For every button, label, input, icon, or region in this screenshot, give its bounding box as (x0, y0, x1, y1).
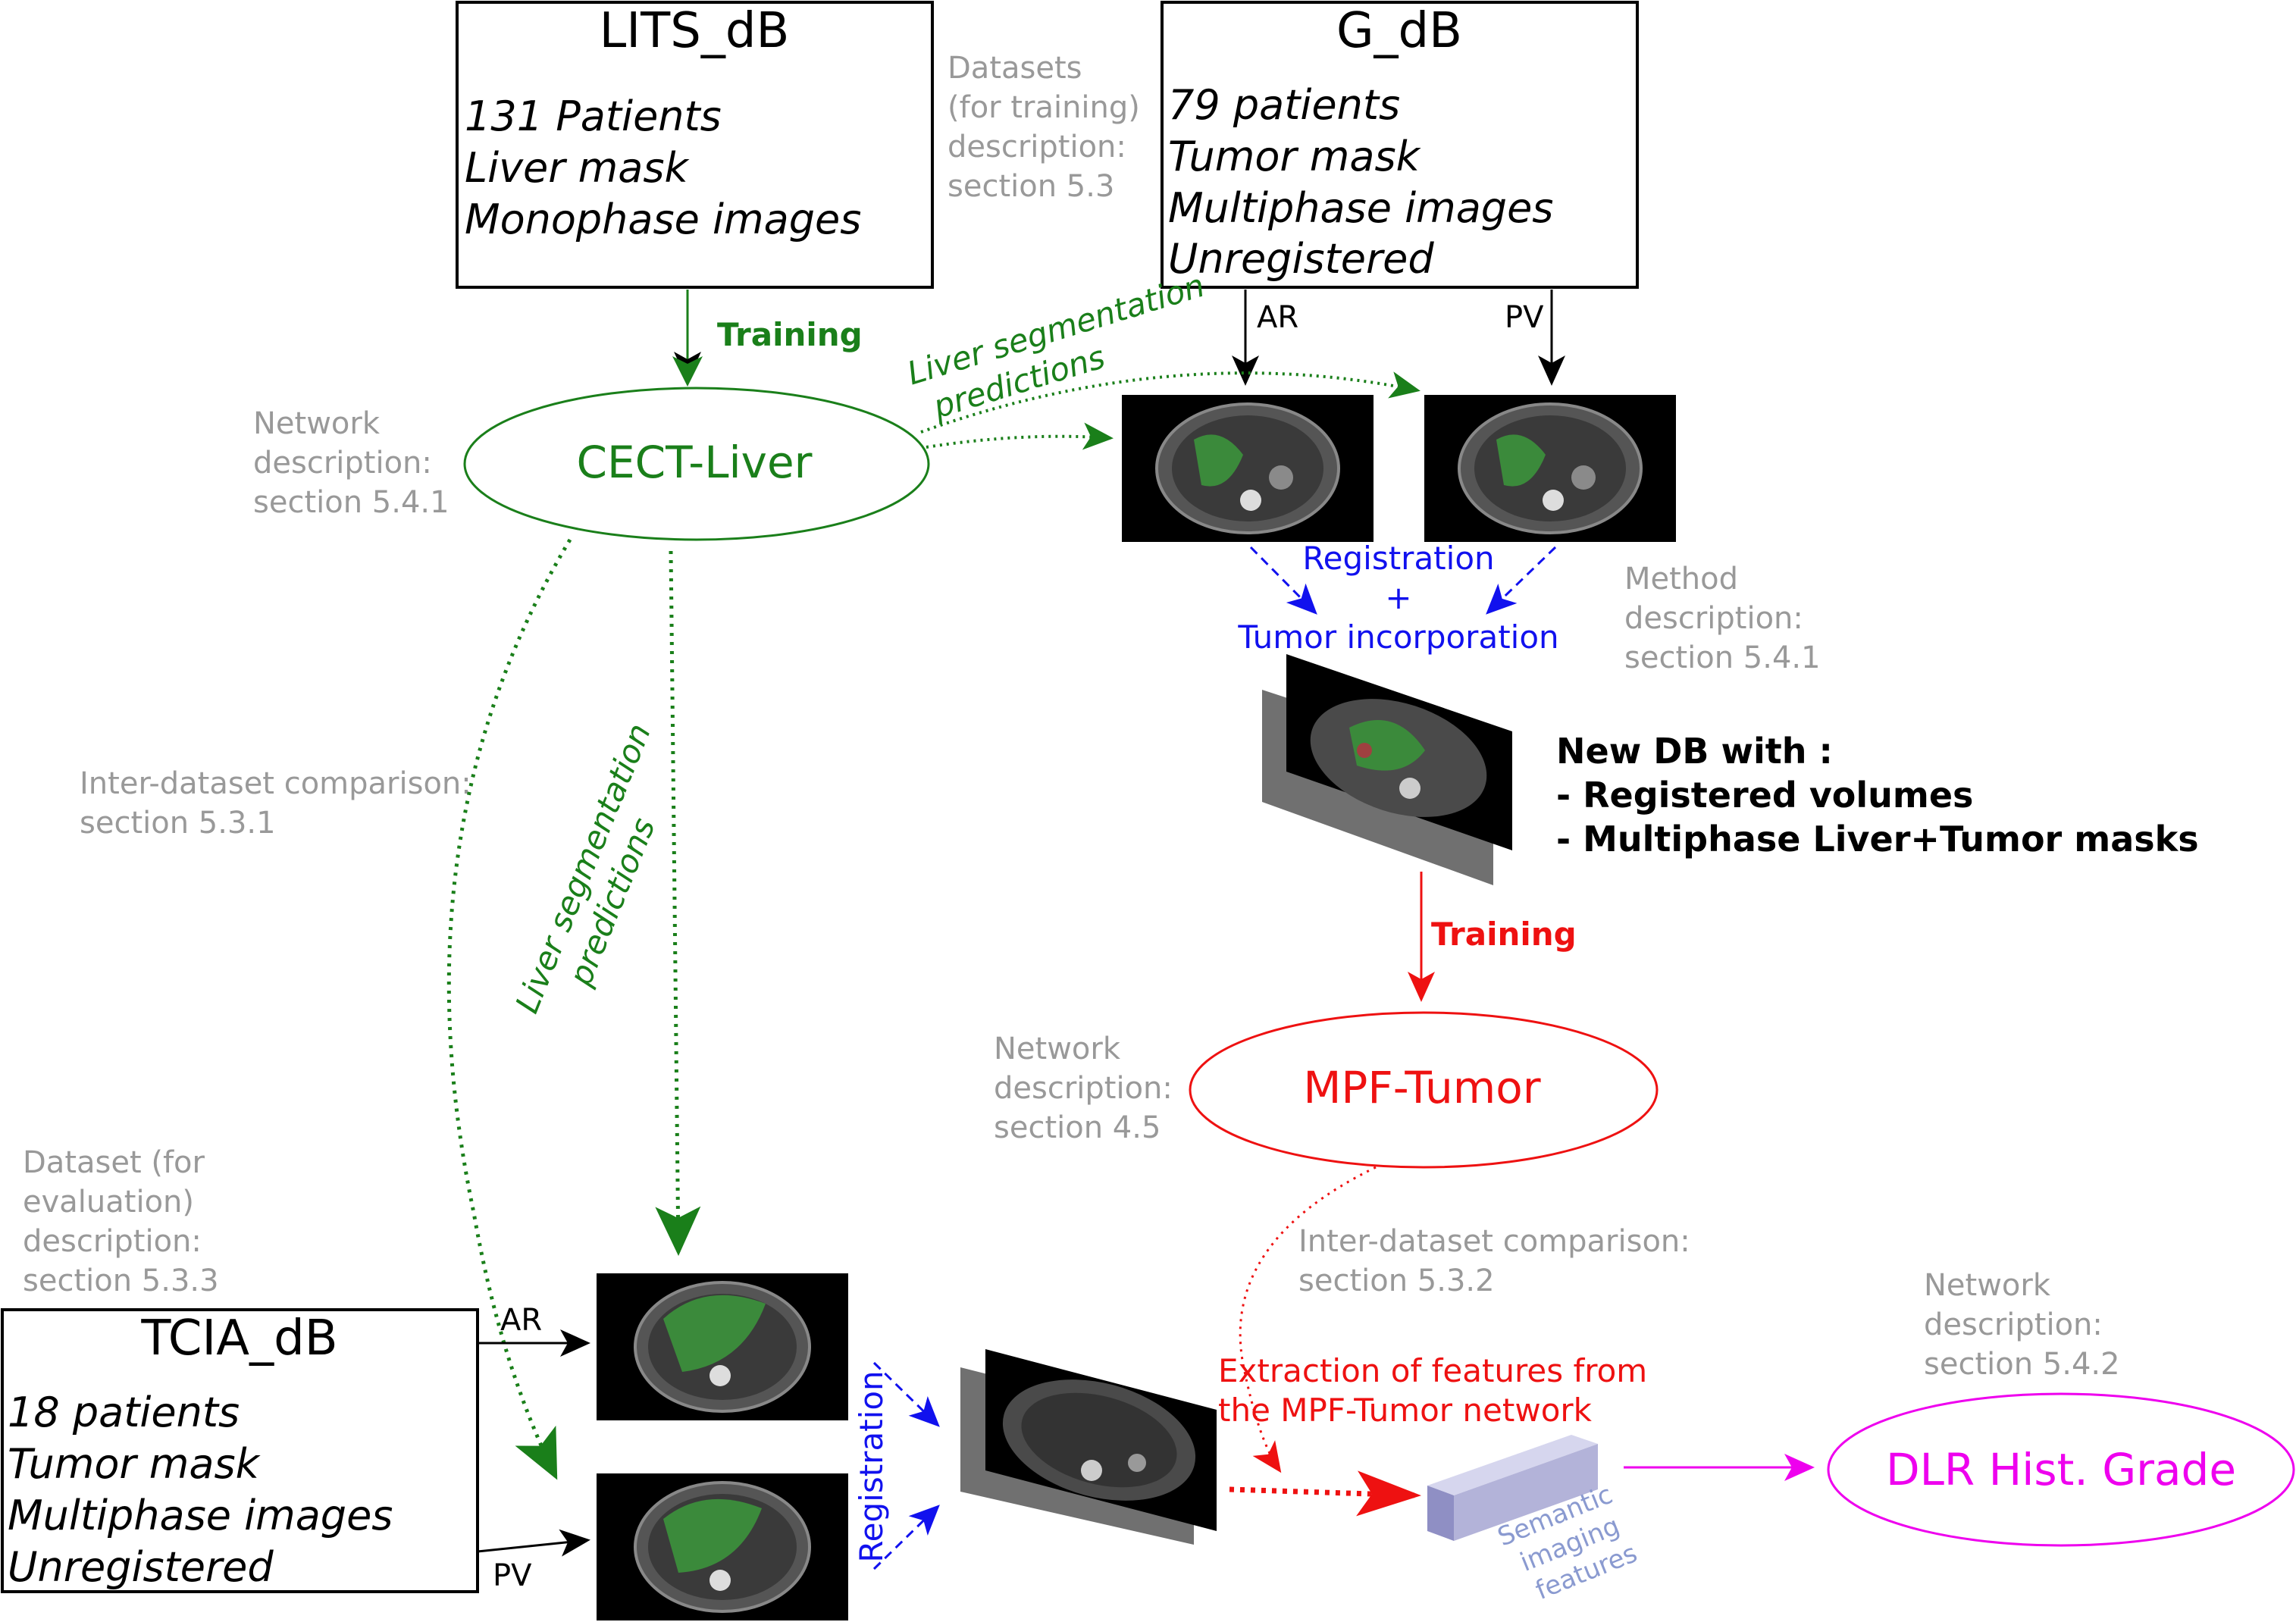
svg-text:section 5.4.1: section 5.4.1 (1624, 640, 1821, 675)
new-db-label: New DB with : - Registered volumes - Mul… (1556, 731, 2199, 860)
ct-slice-ar-bottom (597, 1273, 848, 1420)
registration-label-vertical: Registration (853, 1370, 890, 1562)
svg-text:Registration: Registration (1302, 540, 1494, 577)
note-dataset-eval: Dataset (for evaluation) description: se… (23, 1145, 219, 1298)
note-method: Method description: section 5.4.1 (1624, 562, 1821, 675)
reg-arrow-right (1486, 546, 1557, 615)
note-network-mpf: Network description: section 4.5 (994, 1032, 1173, 1145)
lits-line: Liver mask (465, 144, 690, 192)
ct-slice-pv-bottom (597, 1473, 848, 1620)
tcia-dataset-box: TCIA_dB 18 patients Tumor mask Multiphas… (1, 1308, 479, 1593)
tcia-volume-stack (960, 1349, 1217, 1545)
phase-ar-tcia: AR (500, 1303, 542, 1338)
lits-line: 131 Patients (465, 92, 722, 140)
svg-text:Extraction of features from: Extraction of features from (1218, 1352, 1647, 1389)
svg-text:evaluation): evaluation) (23, 1185, 194, 1220)
lits-line: Monophase images (465, 196, 861, 243)
svg-text:section 5.3.3: section 5.3.3 (23, 1263, 219, 1298)
svg-text:Inter-dataset comparison:: Inter-dataset comparison: (1298, 1224, 1690, 1259)
svg-text:description:: description: (948, 130, 1126, 164)
svg-text:section 5.4.2: section 5.4.2 (1924, 1347, 2120, 1382)
extraction-label: Extraction of features from the MPF-Tumo… (1218, 1352, 1647, 1429)
gdb-line: Multiphase images (1168, 184, 1553, 232)
cect-liver-node: CECT-Liver (463, 387, 930, 541)
phase-ar-g: AR (1257, 300, 1298, 335)
svg-text:description:: description: (253, 446, 432, 481)
svg-text:Inter-dataset comparison:: Inter-dataset comparison: (80, 766, 471, 801)
dlr-node: DLR Hist. Grade (1827, 1392, 2295, 1547)
svg-text:Method: Method (1624, 562, 1738, 597)
note-inter-dataset-1: Inter-dataset comparison: section 5.3.1 (80, 766, 471, 841)
svg-text:Network: Network (253, 406, 381, 441)
reg-arrow-left (1249, 546, 1317, 615)
svg-text:description:: description: (1924, 1307, 2103, 1342)
training-label-green: Training (717, 316, 863, 353)
gdb-title: G_dB (1336, 3, 1462, 59)
tcia-line: Unregistered (8, 1543, 274, 1591)
svg-text:description:: description: (1624, 601, 1803, 636)
ct-slice-pv-top (1424, 395, 1676, 542)
gdb-line: 79 patients (1168, 81, 1400, 129)
svg-text:New DB with :: New DB with : (1556, 731, 1833, 772)
mpf-tumor-label: MPF-Tumor (1303, 1062, 1540, 1113)
note-network-dlr: Network description: section 5.4.2 (1924, 1268, 2120, 1382)
lits-title: LITS_dB (600, 3, 790, 59)
dlr-label: DLR Hist. Grade (1886, 1444, 2236, 1495)
svg-text:description:: description: (23, 1224, 202, 1259)
tcia-line: Multiphase images (8, 1492, 393, 1539)
phase-pv-g: PV (1505, 300, 1544, 335)
svg-text:Dataset (for: Dataset (for (23, 1145, 205, 1180)
liver-seg-label-vertical: Liver segmentation predictions (508, 719, 662, 1019)
svg-text:section 4.5: section 4.5 (994, 1110, 1161, 1145)
gdb-line: Tumor mask (1168, 133, 1422, 180)
registration-label-block: Registration + Tumor incorporation (1237, 540, 1558, 656)
svg-text:- Registered volumes: - Registered volumes (1556, 775, 1973, 816)
semantic-features-block (1427, 1435, 1598, 1541)
svg-text:section 5.3.2: section 5.3.2 (1298, 1263, 1495, 1298)
svg-text:Tumor incorporation: Tumor incorporation (1237, 618, 1558, 656)
note-inter-dataset-2: Inter-dataset comparison: section 5.3.2 (1298, 1224, 1690, 1298)
svg-text:+: + (1385, 579, 1411, 616)
tcia-title: TCIA_dB (140, 1310, 337, 1367)
new-db-volume-stack (1262, 654, 1512, 885)
tcia-line: 18 patients (8, 1389, 240, 1436)
svg-text:Datasets: Datasets (948, 51, 1082, 86)
svg-text:description:: description: (994, 1071, 1173, 1106)
liver-seg-arrow-right (655, 550, 701, 1256)
training-label-red: Training (1431, 916, 1577, 953)
svg-text:Network: Network (994, 1032, 1121, 1066)
cect-liver-label: CECT-Liver (577, 437, 813, 488)
svg-text:Network: Network (1924, 1268, 2051, 1303)
svg-text:- Multiphase Liver+Tumor masks: - Multiphase Liver+Tumor masks (1556, 819, 2199, 860)
to-features-arrow (1229, 1470, 1421, 1517)
pv-arrow-tcia (477, 1529, 590, 1557)
svg-text:(for training): (for training) (948, 90, 1140, 125)
svg-text:section 5.3: section 5.3 (948, 169, 1114, 204)
mpf-extraction-arrow (1239, 1166, 1377, 1473)
gdb-line: Unregistered (1168, 235, 1434, 283)
mpf-tumor-node: MPF-Tumor (1189, 1011, 1659, 1169)
g-dataset-box: G_dB 79 patients Tumor mask Multiphase i… (1161, 1, 1639, 289)
ct-slice-ar-top (1122, 395, 1374, 542)
svg-text:section 5.4.1: section 5.4.1 (253, 485, 449, 520)
svg-text:section 5.3.1: section 5.3.1 (80, 806, 276, 841)
tcia-line: Tumor mask (8, 1440, 262, 1488)
svg-text:the MPF-Tumor network: the MPF-Tumor network (1218, 1392, 1593, 1429)
phase-pv-tcia: PV (493, 1558, 532, 1593)
note-datasets-training: Datasets (for training) description: sec… (948, 51, 1140, 204)
liver-seg-arrow-top-2 (926, 422, 1114, 450)
note-network-cect: Network description: section 5.4.1 (253, 406, 449, 520)
lits-dataset-box: LITS_dB 131 Patients Liver mask Monophas… (456, 1, 934, 289)
